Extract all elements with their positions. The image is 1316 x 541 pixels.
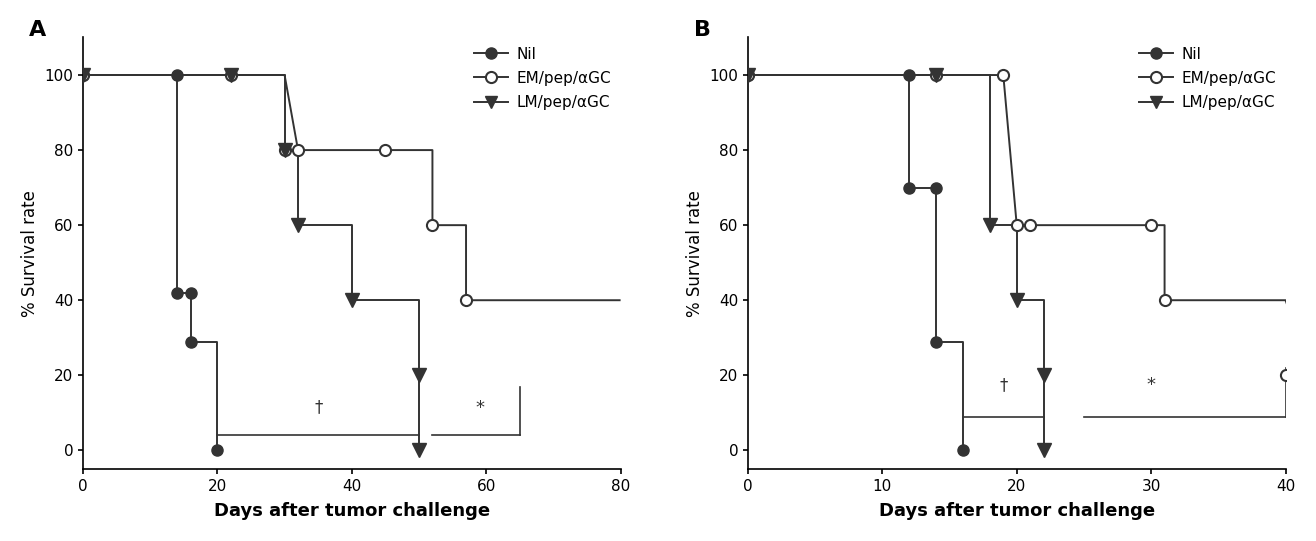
Text: *: *	[1146, 376, 1155, 394]
Text: †: †	[999, 376, 1008, 394]
Legend: Nil, EM/pep/αGC, LM/pep/αGC: Nil, EM/pep/αGC, LM/pep/αGC	[1133, 41, 1283, 116]
Text: *: *	[475, 399, 484, 417]
Text: †: †	[315, 399, 322, 417]
X-axis label: Days after tumor challenge: Days after tumor challenge	[879, 502, 1155, 520]
Y-axis label: % Survival rate: % Survival rate	[686, 190, 704, 316]
X-axis label: Days after tumor challenge: Days after tumor challenge	[213, 502, 490, 520]
Text: B: B	[694, 20, 711, 40]
Y-axis label: % Survival rate: % Survival rate	[21, 190, 39, 316]
Legend: Nil, EM/pep/αGC, LM/pep/αGC: Nil, EM/pep/αGC, LM/pep/αGC	[468, 41, 617, 116]
Text: A: A	[29, 20, 46, 40]
